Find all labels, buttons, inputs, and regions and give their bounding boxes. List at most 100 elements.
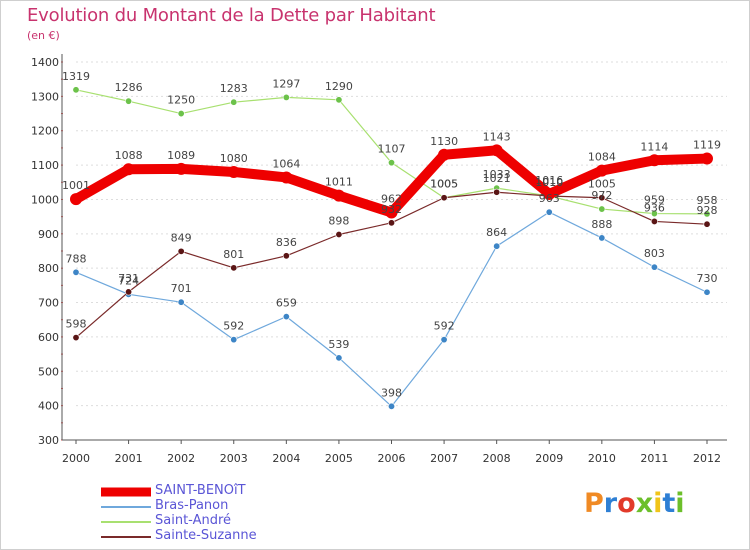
- legend-swatch: [101, 521, 151, 523]
- data-label: 592: [434, 320, 455, 333]
- data-point: [280, 171, 293, 184]
- data-label: 803: [644, 247, 665, 260]
- series-1: [72, 208, 711, 410]
- data-point: [335, 354, 343, 362]
- data-point: [335, 231, 343, 239]
- data-point: [332, 189, 345, 202]
- x-tick-label: 2002: [167, 452, 195, 465]
- data-point: [125, 97, 133, 105]
- logo-letter: i: [675, 488, 685, 519]
- data-point: [227, 165, 240, 178]
- data-label: 972: [591, 189, 612, 202]
- data-point: [175, 162, 188, 175]
- data-label: 1283: [220, 82, 248, 95]
- data-point: [72, 268, 80, 276]
- data-point: [282, 252, 290, 260]
- data-point: [598, 205, 606, 213]
- legend-label: Sainte-Suzanne: [155, 528, 257, 543]
- series-0: [70, 144, 713, 219]
- data-point: [230, 336, 238, 344]
- data-point: [335, 96, 343, 104]
- x-tick-label: 2008: [483, 452, 511, 465]
- legend-label: Bras-Panon: [155, 498, 229, 513]
- y-tick-label: 1400: [31, 56, 59, 69]
- data-label: 1290: [325, 80, 353, 93]
- chart-subtitle: (en €): [27, 29, 60, 42]
- data-point: [72, 334, 80, 342]
- axes: 300 400 500 600 700 800 900 1000 1100 1200 1300 140…: [31, 54, 727, 465]
- data-point: [650, 210, 658, 218]
- data-label: 963: [539, 192, 560, 205]
- data-label: 1107: [378, 143, 406, 156]
- data-point: [177, 110, 185, 118]
- legend-swatch: [101, 487, 151, 497]
- data-point: [545, 208, 553, 216]
- y-tick-label: 500: [38, 365, 59, 378]
- data-label: 888: [591, 218, 612, 231]
- data-point: [648, 154, 661, 167]
- y-tick-label: 600: [38, 331, 59, 344]
- data-point: [493, 242, 501, 250]
- x-tick-label: 2003: [220, 452, 248, 465]
- data-point: [650, 263, 658, 271]
- data-point: [703, 210, 711, 218]
- x-tick-label: 2010: [588, 452, 616, 465]
- legend-swatch: [101, 506, 151, 508]
- data-label: 849: [171, 231, 192, 244]
- data-label: 592: [223, 320, 244, 333]
- data-label: 1143: [483, 130, 511, 143]
- data-point: [598, 234, 606, 242]
- data-point: [387, 219, 395, 227]
- x-tick-label: 2004: [272, 452, 300, 465]
- data-point: [701, 152, 713, 165]
- data-point: [387, 159, 395, 167]
- data-point: [543, 187, 556, 200]
- data-label: 801: [223, 248, 244, 261]
- data-label: 936: [644, 201, 665, 214]
- data-label: 932: [381, 203, 402, 216]
- data-point: [438, 148, 451, 161]
- y-tick-label: 1000: [31, 193, 59, 206]
- data-label: 1089: [167, 149, 195, 162]
- y-tick-label: 1200: [31, 125, 59, 138]
- data-label: 1005: [588, 178, 616, 191]
- data-point: [122, 163, 135, 176]
- data-point: [490, 144, 503, 157]
- data-label: 1011: [325, 176, 353, 189]
- data-label: 731: [118, 272, 139, 285]
- data-label: 1001: [62, 179, 90, 192]
- data-point: [177, 247, 185, 255]
- data-label: 1130: [430, 135, 458, 148]
- y-tick-label: 1100: [31, 159, 59, 172]
- logo-letter: P: [584, 488, 604, 519]
- data-label: 1033: [483, 168, 511, 181]
- data-label: 1297: [272, 77, 300, 90]
- proxiti-logo: Proxiti: [584, 488, 685, 519]
- x-tick-label: 2007: [430, 452, 458, 465]
- x-tick-label: 2011: [640, 452, 668, 465]
- logo-letter: t: [662, 488, 676, 519]
- series-lines: [70, 86, 713, 410]
- data-label: 1286: [115, 81, 143, 94]
- data-point: [595, 164, 608, 177]
- logo-letter: r: [603, 488, 618, 519]
- x-tick-label: 2005: [325, 452, 353, 465]
- data-label: 788: [66, 252, 87, 265]
- data-point: [282, 313, 290, 321]
- data-point: [177, 298, 185, 306]
- x-tick-label: 2009: [535, 452, 563, 465]
- data-label: 539: [328, 338, 349, 351]
- data-point: [230, 264, 238, 272]
- data-label: 962: [381, 193, 402, 206]
- data-label: 1010: [535, 176, 563, 189]
- data-label: 898: [328, 215, 349, 228]
- data-label: 864: [486, 226, 507, 239]
- data-label: 1084: [588, 151, 616, 164]
- data-point: [387, 402, 395, 410]
- data-label: 836: [276, 236, 297, 249]
- data-point: [440, 336, 448, 344]
- data-point: [493, 188, 501, 196]
- data-label: 598: [66, 318, 87, 331]
